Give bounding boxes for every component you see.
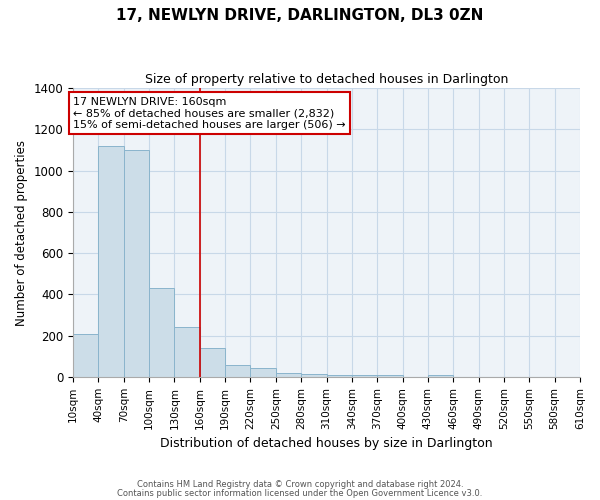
Title: Size of property relative to detached houses in Darlington: Size of property relative to detached ho… — [145, 72, 508, 86]
Bar — [352, 376, 377, 377]
Bar — [377, 375, 403, 377]
Bar — [124, 150, 149, 377]
Bar — [326, 375, 352, 377]
Bar — [301, 374, 326, 377]
Bar — [73, 334, 98, 377]
X-axis label: Distribution of detached houses by size in Darlington: Distribution of detached houses by size … — [160, 437, 493, 450]
Bar — [250, 368, 276, 377]
Bar — [276, 373, 301, 377]
Bar — [200, 348, 225, 377]
Bar — [149, 288, 175, 377]
Text: Contains HM Land Registry data © Crown copyright and database right 2024.: Contains HM Land Registry data © Crown c… — [137, 480, 463, 489]
Text: Contains public sector information licensed under the Open Government Licence v3: Contains public sector information licen… — [118, 488, 482, 498]
Bar — [175, 328, 200, 377]
Bar — [98, 146, 124, 377]
Text: 17 NEWLYN DRIVE: 160sqm
← 85% of detached houses are smaller (2,832)
15% of semi: 17 NEWLYN DRIVE: 160sqm ← 85% of detache… — [73, 96, 346, 130]
Text: 17, NEWLYN DRIVE, DARLINGTON, DL3 0ZN: 17, NEWLYN DRIVE, DARLINGTON, DL3 0ZN — [116, 8, 484, 22]
Y-axis label: Number of detached properties: Number of detached properties — [15, 140, 28, 326]
Bar — [428, 376, 453, 377]
Bar — [225, 364, 250, 377]
